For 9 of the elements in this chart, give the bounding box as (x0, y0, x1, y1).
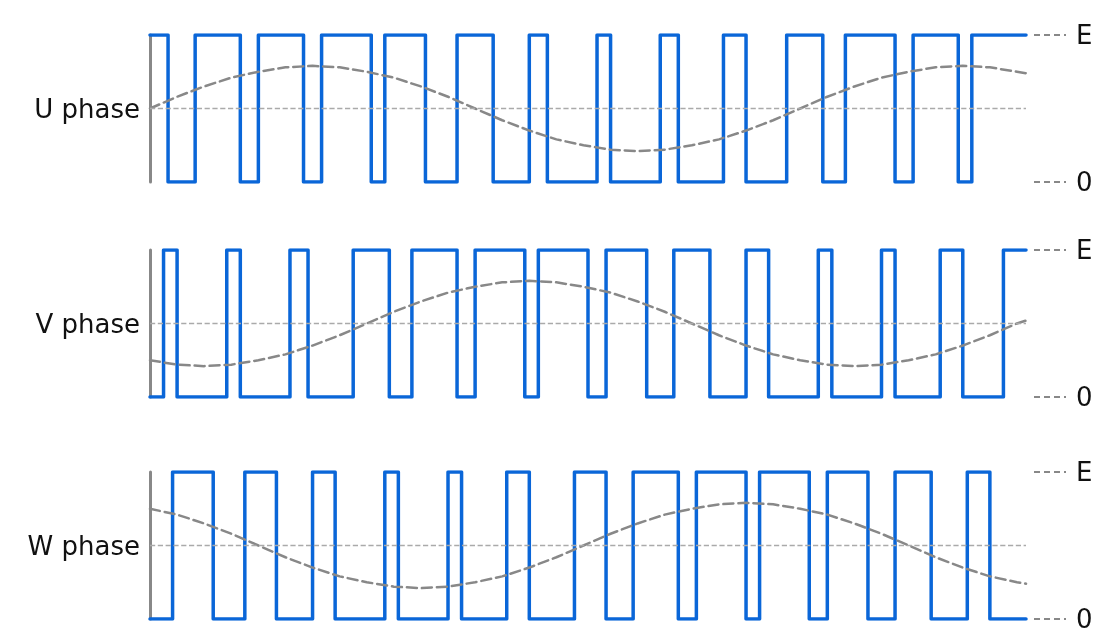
text: E (1076, 20, 1093, 50)
y-axis-title: W phase (27, 530, 140, 561)
y-axis-title: U phase (34, 93, 140, 124)
y-axis-title: V phase (35, 308, 140, 339)
text: 0 (1076, 604, 1093, 632)
text: E (1076, 457, 1093, 487)
text: E (1076, 235, 1093, 265)
text: 0 (1076, 167, 1093, 197)
text: 0 (1076, 382, 1093, 412)
